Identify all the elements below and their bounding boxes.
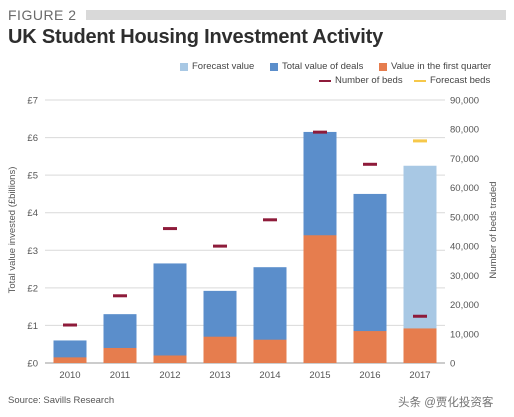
y-tick-left: £4 bbox=[27, 208, 38, 219]
y-tick-right: 40,000 bbox=[450, 242, 479, 253]
y-tick-left: £1 bbox=[27, 321, 38, 332]
y-tick-left: £0 bbox=[27, 359, 38, 370]
legend-line-beds bbox=[319, 80, 331, 82]
y-tick-left: £7 bbox=[27, 96, 38, 107]
marker-beds bbox=[413, 314, 427, 318]
legend-first-quarter: Value in the first quarter bbox=[391, 61, 492, 72]
bar-first-quarter bbox=[353, 331, 387, 363]
marker-forecast-beds bbox=[413, 139, 427, 143]
x-tick-label: 2013 bbox=[209, 370, 230, 381]
legend-swatch-total-value bbox=[270, 63, 278, 71]
legend-swatch-first-quarter bbox=[379, 63, 387, 71]
legend-forecast-value: Forecast value bbox=[192, 61, 255, 72]
y-axis-label-right: Number of beds traded bbox=[488, 181, 499, 278]
marker-beds bbox=[263, 218, 277, 222]
x-tick-label: 2012 bbox=[159, 370, 180, 381]
bar-first-quarter bbox=[53, 357, 87, 363]
x-tick-label: 2016 bbox=[359, 370, 380, 381]
y-tick-right: 50,000 bbox=[450, 212, 479, 223]
bar-first-quarter bbox=[153, 355, 187, 363]
figure-label: FIGURE 2 bbox=[8, 7, 77, 23]
legend-swatch-forecast-value bbox=[180, 63, 188, 71]
x-tick-label: 2017 bbox=[409, 370, 430, 381]
x-tick-label: 2010 bbox=[59, 370, 80, 381]
marker-beds bbox=[363, 162, 377, 166]
marker-beds bbox=[313, 130, 327, 134]
y-tick-left: £5 bbox=[27, 171, 38, 182]
bar-total-value bbox=[153, 263, 187, 363]
x-tick-label: 2011 bbox=[110, 370, 130, 381]
y-axis-label-left: Total value invested (£billions) bbox=[7, 167, 18, 294]
bar-first-quarter bbox=[303, 235, 337, 363]
y-tick-right: 0 bbox=[450, 359, 455, 370]
legend-total-value: Total value of deals bbox=[282, 61, 364, 72]
y-tick-right: 30,000 bbox=[450, 271, 479, 282]
legend-line-forecast-beds bbox=[414, 80, 426, 82]
bar-first-quarter bbox=[103, 347, 137, 363]
chart-title: UK Student Housing Investment Activity bbox=[8, 26, 384, 48]
source-note: Source: Savills Research bbox=[8, 395, 115, 406]
marker-beds bbox=[63, 323, 77, 327]
bar-first-quarter bbox=[203, 336, 237, 363]
figure-header: FIGURE 2 bbox=[8, 6, 506, 24]
bar-first-quarter bbox=[253, 339, 287, 363]
legend-beds: Number of beds bbox=[335, 75, 403, 86]
header-rule bbox=[86, 10, 506, 20]
y-tick-right: 80,000 bbox=[450, 125, 479, 136]
y-tick-right: 20,000 bbox=[450, 300, 479, 311]
y-tick-right: 60,000 bbox=[450, 183, 479, 194]
marker-beds bbox=[213, 244, 227, 248]
y-tick-left: £6 bbox=[27, 133, 38, 144]
x-tick-label: 2014 bbox=[259, 370, 280, 381]
y-tick-right: 10,000 bbox=[450, 329, 479, 340]
y-tick-left: £2 bbox=[27, 283, 38, 294]
legend-forecast-beds: Forecast beds bbox=[430, 75, 491, 86]
watermark: 头条 @贾化投资客 bbox=[398, 397, 494, 409]
y-tick-left: £3 bbox=[27, 246, 38, 257]
marker-beds bbox=[113, 294, 127, 298]
y-tick-right: 70,000 bbox=[450, 154, 479, 165]
x-tick-label: 2015 bbox=[309, 370, 330, 381]
y-tick-right: 90,000 bbox=[450, 96, 479, 107]
bar-first-quarter bbox=[403, 328, 437, 363]
marker-beds bbox=[163, 227, 177, 231]
